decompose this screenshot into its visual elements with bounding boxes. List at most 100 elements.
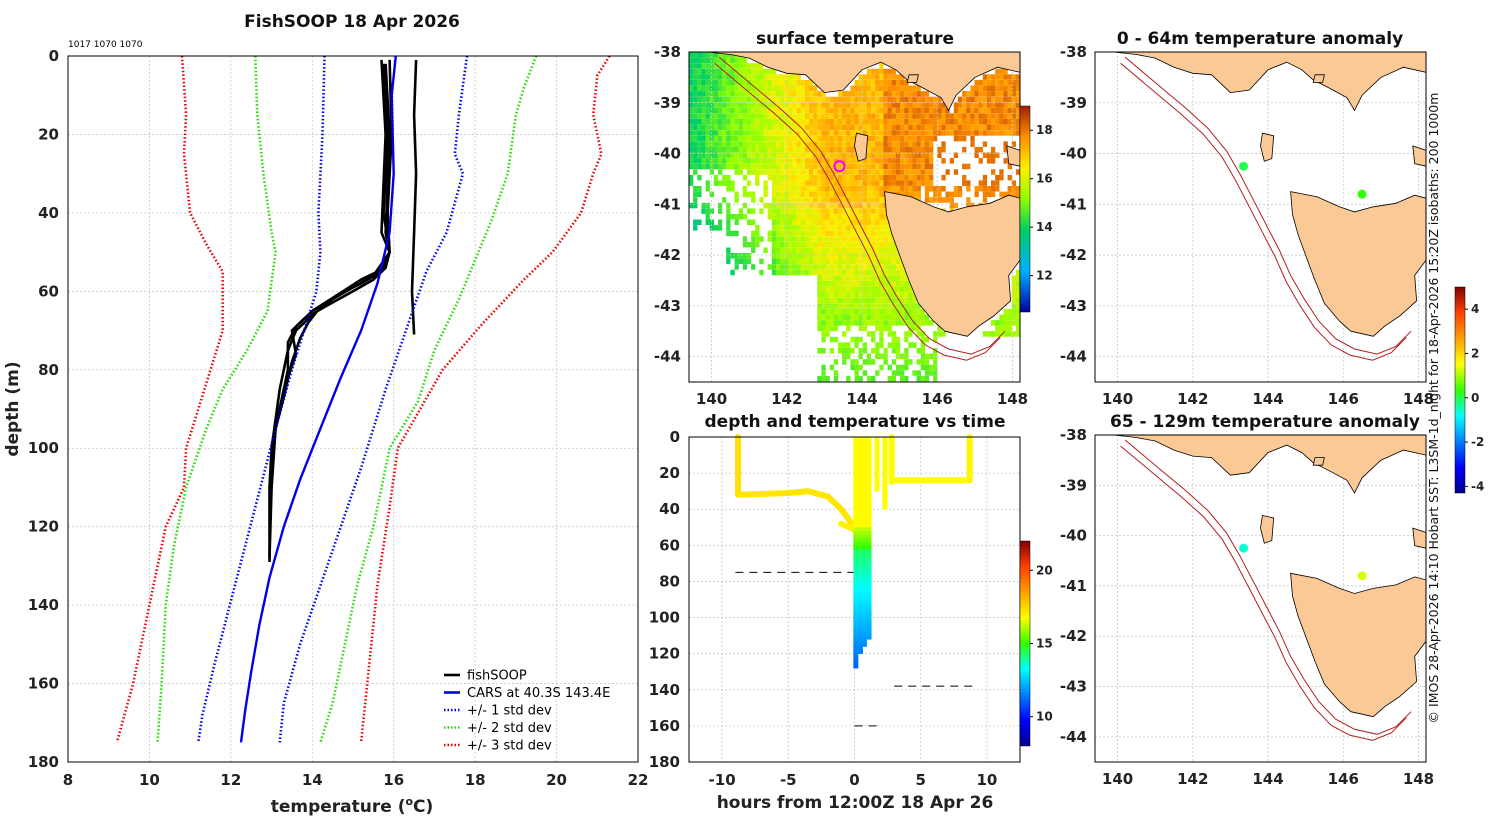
sst-cell: [862, 74, 868, 80]
sst-cell: [900, 158, 905, 164]
sst-cell: [701, 91, 706, 97]
sst-cell: [825, 146, 830, 153]
sst-cell: [838, 275, 843, 281]
sst-cell: [966, 197, 971, 203]
sst-cell: [924, 174, 930, 181]
sst-cell: [800, 85, 805, 91]
sst-cell: [986, 79, 992, 86]
sst-cell: [920, 174, 925, 181]
sst-cell: [854, 269, 859, 276]
sst-cell: [705, 158, 710, 164]
sst-cell: [871, 74, 876, 80]
sst-cell: [883, 169, 888, 175]
sst-cell: [800, 219, 805, 225]
sst-cell: [821, 314, 826, 320]
sst-cell: [821, 336, 826, 343]
sst-cell: [705, 74, 710, 80]
sst-cell: [825, 331, 830, 337]
sst-cell: [821, 230, 826, 237]
sst-cell: [746, 107, 752, 114]
sst-cell: [962, 135, 967, 142]
sst-cell: [887, 124, 892, 131]
sst-cell: [763, 202, 768, 209]
sst-cell: [788, 152, 793, 158]
sst-cell: [862, 314, 868, 320]
sst-cell: [929, 174, 934, 181]
sst-cell: [862, 119, 868, 125]
sst-cell: [875, 247, 880, 253]
sst-cell: [800, 202, 805, 209]
sst-cell: [924, 107, 930, 114]
sst-cell: [1003, 79, 1008, 86]
sst-cell: [1015, 96, 1020, 103]
sst-cell: [912, 124, 917, 131]
sst-cell: [734, 152, 739, 158]
sst-cell: [1003, 130, 1008, 136]
map-lat-tick-label: -40: [1060, 527, 1087, 545]
sst-cell: [854, 314, 859, 320]
sst-cell: [949, 197, 954, 203]
sst-cell: [833, 370, 839, 376]
sst-cell: [862, 96, 868, 103]
sst-cell: [718, 52, 723, 58]
sst-cell: [887, 74, 892, 80]
sst-cell: [842, 281, 847, 287]
sst-cell: [995, 91, 1000, 97]
sst-cell: [929, 169, 934, 175]
sst-cell: [788, 264, 793, 270]
sst-cell: [1015, 169, 1020, 175]
sst-cell: [871, 107, 876, 114]
sst-cell: [693, 169, 698, 175]
sst-cell: [920, 124, 925, 131]
sst-cell: [792, 107, 797, 114]
sst-cell: [751, 96, 756, 103]
sst-cell: [701, 152, 706, 158]
sst-cell: [746, 152, 752, 158]
depth-time-x-label: hours from 12:00Z 18 Apr 26: [717, 793, 994, 813]
sst-cell: [929, 96, 934, 103]
sst-cell: [705, 135, 710, 142]
sst-cell: [883, 258, 888, 265]
sst-cell: [817, 314, 822, 320]
sst-cell: [862, 359, 868, 365]
sst-cell: [825, 241, 830, 248]
sst-cell: [1007, 331, 1012, 337]
std-dev-line: [359, 55, 611, 743]
sst-cell: [697, 52, 702, 58]
map-lon-tick-label: 142: [1177, 390, 1208, 408]
sst-cell: [734, 79, 739, 86]
sst-cell: [697, 135, 702, 142]
sst-cell: [966, 107, 971, 114]
sst-cell: [1015, 331, 1020, 337]
sst-cell: [879, 297, 884, 304]
map-lat-tick-label: -39: [1060, 476, 1087, 494]
sst-cell: [986, 130, 992, 136]
sst-cell: [904, 102, 909, 108]
sst-cell: [978, 113, 983, 119]
sst-cell: [1015, 320, 1020, 326]
sst-cell: [775, 191, 781, 198]
sst-cell: [891, 186, 896, 192]
sst-cell: [904, 152, 909, 158]
sst-cell: [742, 63, 748, 69]
sst-cell: [829, 348, 834, 354]
anomaly-shallow-coastline: [1095, 52, 1426, 361]
sst-cell: [916, 331, 921, 337]
sst-cell: [780, 146, 785, 153]
map-lat-tick-label: -39: [654, 94, 681, 112]
sst-cell: [842, 359, 847, 365]
sst-cell: [780, 180, 785, 186]
sst-cell: [883, 102, 888, 108]
profile-x-tick-label: 10: [139, 771, 160, 789]
sst-cell: [879, 292, 884, 298]
anomaly-shallow-frame: [1094, 51, 1427, 383]
sst-cell: [726, 119, 731, 125]
sst-cell: [1011, 331, 1016, 337]
sst-cell: [833, 141, 839, 147]
sst-cell: [999, 107, 1004, 114]
sst-cell: [829, 163, 834, 170]
sst-cell: [689, 174, 694, 181]
sst-cell: [986, 152, 992, 158]
sst-cell: [771, 180, 777, 186]
sst-cell: [995, 74, 1000, 80]
